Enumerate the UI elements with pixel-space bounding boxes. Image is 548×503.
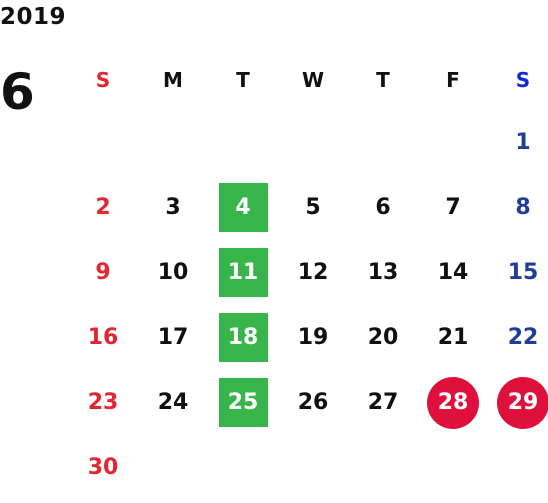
empty-day-cell (278, 435, 348, 500)
weekday-header-tue: T (236, 68, 250, 92)
day-cell: 10 (138, 240, 208, 305)
calendar-grid: S M T W T F S 1 2 3 4 5 6 7 8 9 10 11 12 13 14 15 16 17 1… (68, 50, 548, 500)
day-number[interactable]: 8 (515, 195, 531, 220)
weekday-header-mon: M (163, 68, 183, 92)
day-cell: 11 (208, 240, 278, 305)
weekday-header-sat: S (515, 68, 531, 92)
day-number[interactable]: 14 (437, 260, 469, 285)
day-number[interactable]: 9 (95, 260, 111, 285)
calendar-week-row: 30 (68, 435, 548, 500)
day-cell: 8 (488, 175, 548, 240)
day-number[interactable]: 22 (507, 325, 539, 350)
day-cell: 7 (418, 175, 488, 240)
day-number[interactable]: 26 (297, 390, 329, 415)
day-number[interactable]: 6 (375, 195, 391, 220)
day-cell: 4 (208, 175, 278, 240)
day-cell: 3 (138, 175, 208, 240)
day-cell: 14 (418, 240, 488, 305)
day-number[interactable]: 24 (157, 390, 189, 415)
empty-day-cell (488, 435, 548, 500)
day-cell: 28 (418, 370, 488, 435)
day-number[interactable]: 20 (367, 325, 399, 350)
day-cell: 1 (488, 110, 548, 175)
empty-day-cell (418, 435, 488, 500)
calendar-week-row: 16 17 18 19 20 21 22 (68, 305, 548, 370)
day-number[interactable]: 1 (515, 130, 531, 155)
calendar-week-row: 23 24 25 26 27 28 29 (68, 370, 548, 435)
day-number[interactable]: 3 (165, 195, 181, 220)
day-number[interactable]: 2 (95, 195, 111, 220)
empty-day-cell (138, 110, 208, 175)
calendar-month: 6 (0, 63, 35, 121)
day-cell: 30 (68, 435, 138, 500)
day-cell: 26 (278, 370, 348, 435)
day-number[interactable]: 5 (305, 195, 321, 220)
day-number[interactable]: 17 (157, 325, 189, 350)
day-cell: 2 (68, 175, 138, 240)
calendar-year: 2019 (0, 4, 67, 30)
day-number[interactable]: 13 (367, 260, 399, 285)
day-number[interactable]: 19 (297, 325, 329, 350)
day-cell: 29 (488, 370, 548, 435)
empty-day-cell (208, 110, 278, 175)
day-number[interactable]: 12 (297, 260, 329, 285)
day-cell: 27 (348, 370, 418, 435)
day-cell: 25 (208, 370, 278, 435)
day-number[interactable]: 16 (87, 325, 119, 350)
holiday-day[interactable]: 28 (427, 376, 479, 429)
empty-day-cell (418, 110, 488, 175)
weekday-header-sun: S (95, 68, 111, 92)
calendar-week-row: 9 10 11 12 13 14 15 (68, 240, 548, 305)
weekday-header-fri: F (446, 68, 460, 92)
highlighted-day[interactable]: 4 (218, 183, 268, 232)
calendar-weeks: 1 2 3 4 5 6 7 8 9 10 11 12 13 14 15 16 17 18 19 20 21 22 23 24 2… (68, 110, 548, 500)
empty-day-cell (348, 110, 418, 175)
highlighted-day[interactable]: 11 (218, 248, 268, 297)
empty-day-cell (278, 110, 348, 175)
day-cell: 16 (68, 305, 138, 370)
empty-day-cell (208, 435, 278, 500)
day-number[interactable]: 21 (437, 325, 469, 350)
day-cell: 9 (68, 240, 138, 305)
empty-day-cell (348, 435, 418, 500)
calendar-week-row: 2 3 4 5 6 7 8 (68, 175, 548, 240)
day-number[interactable]: 10 (157, 260, 189, 285)
day-number[interactable]: 30 (87, 455, 119, 480)
day-cell: 5 (278, 175, 348, 240)
day-cell: 18 (208, 305, 278, 370)
day-cell: 22 (488, 305, 548, 370)
day-cell: 19 (278, 305, 348, 370)
highlighted-day[interactable]: 18 (218, 313, 268, 362)
day-cell: 6 (348, 175, 418, 240)
day-cell: 21 (418, 305, 488, 370)
highlighted-day[interactable]: 25 (218, 378, 268, 427)
day-number[interactable]: 23 (87, 390, 119, 415)
day-cell: 17 (138, 305, 208, 370)
day-cell: 12 (278, 240, 348, 305)
day-number[interactable]: 27 (367, 390, 399, 415)
day-cell: 23 (68, 370, 138, 435)
day-cell: 20 (348, 305, 418, 370)
weekday-header-wed: W (301, 68, 325, 92)
weekday-header-row: S M T W T F S (68, 50, 548, 110)
day-number[interactable]: 15 (507, 260, 539, 285)
weekday-header-thu: T (376, 68, 390, 92)
day-cell: 13 (348, 240, 418, 305)
day-number[interactable]: 7 (445, 195, 461, 220)
holiday-day[interactable]: 29 (497, 376, 548, 429)
empty-day-cell (68, 110, 138, 175)
day-cell: 15 (488, 240, 548, 305)
empty-day-cell (138, 435, 208, 500)
day-cell: 24 (138, 370, 208, 435)
calendar-week-row: 1 (68, 110, 548, 175)
